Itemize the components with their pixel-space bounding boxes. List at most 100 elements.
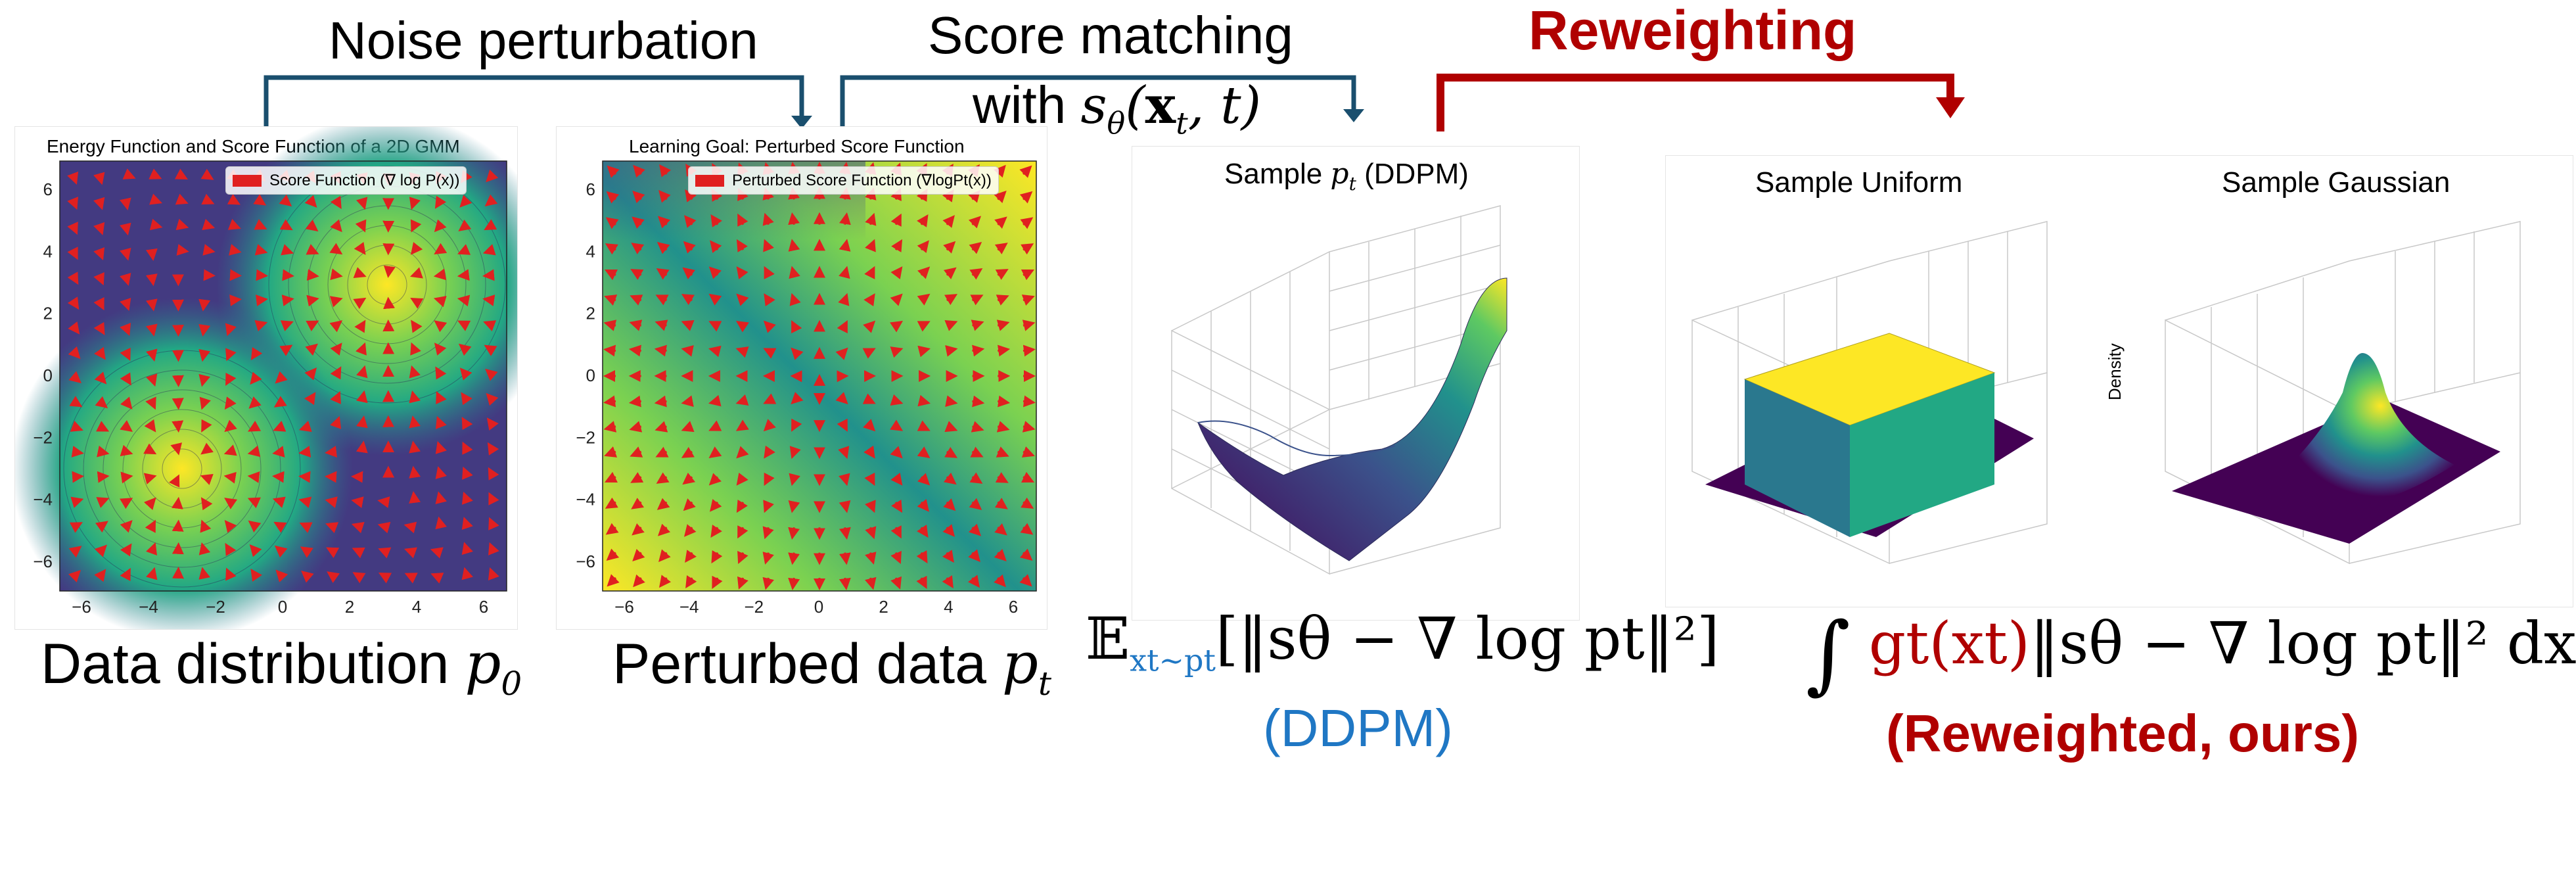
score-arrow	[890, 525, 902, 539]
score-arrow	[70, 420, 83, 432]
score-arrow	[143, 443, 157, 455]
score-arrow	[605, 243, 618, 255]
score-arrow	[838, 293, 850, 306]
score-arrow	[659, 575, 672, 588]
score-arrow	[482, 295, 495, 306]
score-arrow	[306, 295, 319, 307]
y-tick-label: 2	[43, 304, 53, 323]
header-reweighting: Reweighting	[1529, 0, 1857, 61]
score-arrow	[378, 573, 392, 584]
score-arrow	[225, 348, 237, 362]
score-arrow	[482, 269, 495, 281]
score-arrow	[298, 420, 312, 432]
score-arrow	[1019, 574, 1032, 587]
score-arrow	[434, 195, 447, 209]
ddpm-objective-body: [‖sθ − ∇ log pt‖²]	[1215, 605, 1720, 672]
score-arrow	[172, 542, 184, 555]
score-arrow	[330, 366, 342, 380]
score-arrow	[1019, 191, 1033, 204]
score-arrow	[410, 242, 423, 255]
score-arrow	[942, 215, 955, 228]
score-arrow	[968, 549, 980, 562]
ddpm-title-math: pt	[1330, 157, 1356, 195]
score-arrow	[942, 575, 954, 589]
score-arrow	[201, 419, 212, 433]
score-arrow	[763, 393, 777, 404]
score-arrow	[120, 298, 131, 311]
score-arrow	[143, 497, 156, 510]
score-arrow	[434, 320, 448, 333]
uniform-title: Sample Uniform	[1755, 166, 1963, 199]
score-arrow	[487, 442, 499, 456]
score-arrow	[788, 527, 800, 540]
score-arrow	[174, 168, 189, 179]
score-arrow	[404, 547, 417, 559]
score-arrow	[488, 467, 499, 481]
score-arrow	[176, 244, 189, 256]
score-arrow	[996, 319, 1010, 331]
score-arrow	[93, 272, 104, 286]
score-arrow	[1020, 217, 1034, 229]
score-arrow	[175, 218, 189, 231]
score-arrow	[996, 421, 1010, 433]
score-arrow	[710, 525, 722, 538]
score-arrow	[68, 321, 80, 335]
score-arrow	[943, 498, 956, 511]
caption-perturbed-text: Perturbed data	[612, 632, 986, 696]
score-arrow	[971, 421, 984, 433]
score-arrow	[917, 321, 931, 332]
score-arrow	[145, 519, 156, 533]
score-arrow	[94, 346, 106, 360]
score-arrow	[457, 320, 471, 331]
score-arrow	[280, 320, 294, 331]
score-arrow	[712, 575, 723, 589]
score-arrow	[632, 216, 645, 229]
score-arrow	[461, 542, 473, 555]
score-arrow	[325, 496, 338, 508]
score-arrow	[168, 474, 180, 488]
header-score-matching: Score matching	[928, 6, 1293, 64]
score-arrow	[120, 498, 133, 509]
score-arrow	[120, 419, 133, 432]
score-arrow	[305, 343, 318, 356]
score-arrow	[865, 526, 877, 540]
score-arrow	[788, 552, 800, 565]
score-arrow	[736, 266, 748, 279]
score-arrow	[69, 396, 83, 408]
score-arrow	[681, 294, 695, 306]
score-arrow	[710, 240, 722, 253]
score-arrow	[411, 319, 423, 333]
score-arrow	[229, 269, 242, 281]
score-arrow	[1020, 523, 1034, 535]
header-noise-perturbation: Noise perturbation	[329, 11, 758, 70]
score-arrow	[629, 319, 643, 331]
score-arrow	[279, 194, 292, 207]
score-arrow	[606, 548, 620, 561]
x-tick-label: −4	[139, 597, 158, 617]
score-arrow	[461, 392, 472, 406]
score-arrow	[273, 521, 287, 533]
score-arrow	[917, 420, 931, 431]
score-arrow	[273, 396, 287, 408]
score-arrow	[865, 239, 876, 252]
score-arrow	[304, 195, 317, 208]
x-tick-label: 4	[412, 597, 421, 617]
score-arrow	[120, 323, 131, 337]
score-arrow	[298, 446, 311, 458]
score-arrow	[409, 440, 421, 454]
score-arrow	[628, 344, 642, 357]
score-arrow	[835, 347, 848, 360]
score-arrow	[461, 567, 473, 580]
score-arrow	[229, 244, 242, 256]
score-arrow	[710, 498, 722, 512]
score-arrow	[172, 375, 184, 387]
score-arrow	[791, 418, 802, 432]
score-arrow	[839, 473, 850, 486]
score-arrow	[890, 419, 904, 431]
score-arrow	[482, 244, 496, 256]
score-arrow	[603, 344, 616, 357]
caption-gmm-math: p0	[465, 631, 522, 703]
score-arrow	[355, 219, 367, 233]
score-arrow	[97, 445, 110, 458]
perturbed-legend-swatch	[695, 174, 724, 187]
